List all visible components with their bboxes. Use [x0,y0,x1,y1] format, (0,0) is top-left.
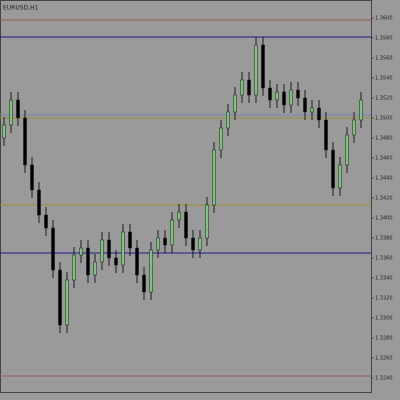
y-tick-label: 1.3520 [375,96,393,102]
candle-body [226,111,230,129]
y-tick-label: 1.3440 [375,176,393,182]
y-tick-label: 1.3580 [375,36,393,42]
candle-body [324,119,328,151]
candle-body [142,274,146,293]
candle-body [51,227,55,271]
candle-body [79,247,83,256]
y-tick-label: 1.3600 [375,16,393,22]
candle-body [282,91,286,106]
candle-body [289,89,293,106]
y-tick-label: 1.3340 [375,276,393,282]
y-tick-label: 1.3260 [375,356,393,362]
y-tick-label: 1.3400 [375,216,393,222]
candle-body [338,164,342,189]
candle-body [191,237,195,251]
candle-body [128,231,132,249]
candle-body [114,257,118,266]
y-tick-label: 1.3360 [375,256,393,262]
candle-body [156,237,160,251]
candle-body [107,239,111,259]
y-tick-label: 1.3540 [375,76,393,82]
y-tick-label: 1.3280 [375,336,393,342]
candle-body [233,94,237,113]
candle-body [44,214,48,229]
candle-body [65,279,69,326]
y-tick-label: 1.3500 [375,116,393,122]
candle-body [86,247,90,276]
candle-body [30,164,34,191]
plot-frame [0,0,372,393]
candle-body [303,97,307,113]
candle-body [317,107,321,121]
candle-body [135,247,139,276]
candle-body [149,249,153,293]
y-tick-label: 1.3480 [375,136,393,142]
candle-body [184,211,188,239]
y-tick-label: 1.3560 [375,56,393,62]
candle-body [16,99,20,119]
candle-body [275,91,279,101]
candle-body [177,211,181,221]
candle-body [254,44,258,96]
candle-body [2,124,6,139]
candle-body [331,149,335,189]
candle-body [240,79,244,96]
candle-body [37,189,41,216]
chart-title: EURUSD,H1 [3,5,39,12]
candle-body [352,119,356,136]
candle-body [205,204,209,239]
candle-body [23,117,27,166]
candle-body [345,134,349,166]
y-tick-label: 1.3320 [375,296,393,302]
candle-body [219,127,223,151]
y-tick-label: 1.3460 [375,156,393,162]
y-tick-label: 1.3300 [375,316,393,322]
candle-body [198,237,202,251]
candle-body [163,237,167,246]
candle-body [100,239,104,263]
candle-body [247,79,251,96]
candle-body [310,107,314,113]
y-tick-label: 1.3420 [375,196,393,202]
candle-body [296,89,300,99]
candle-body [261,44,265,89]
candle-body [9,99,13,126]
candle-body [93,261,97,276]
candle-body [121,231,125,266]
y-tick-label: 1.3240 [375,376,393,382]
candle-body [170,219,174,246]
candle-body [72,254,76,281]
candle-body [58,269,62,326]
candle-body [359,99,363,121]
y-tick-label: 1.3380 [375,236,393,242]
candle-body [268,87,272,101]
candle-body [212,149,216,206]
